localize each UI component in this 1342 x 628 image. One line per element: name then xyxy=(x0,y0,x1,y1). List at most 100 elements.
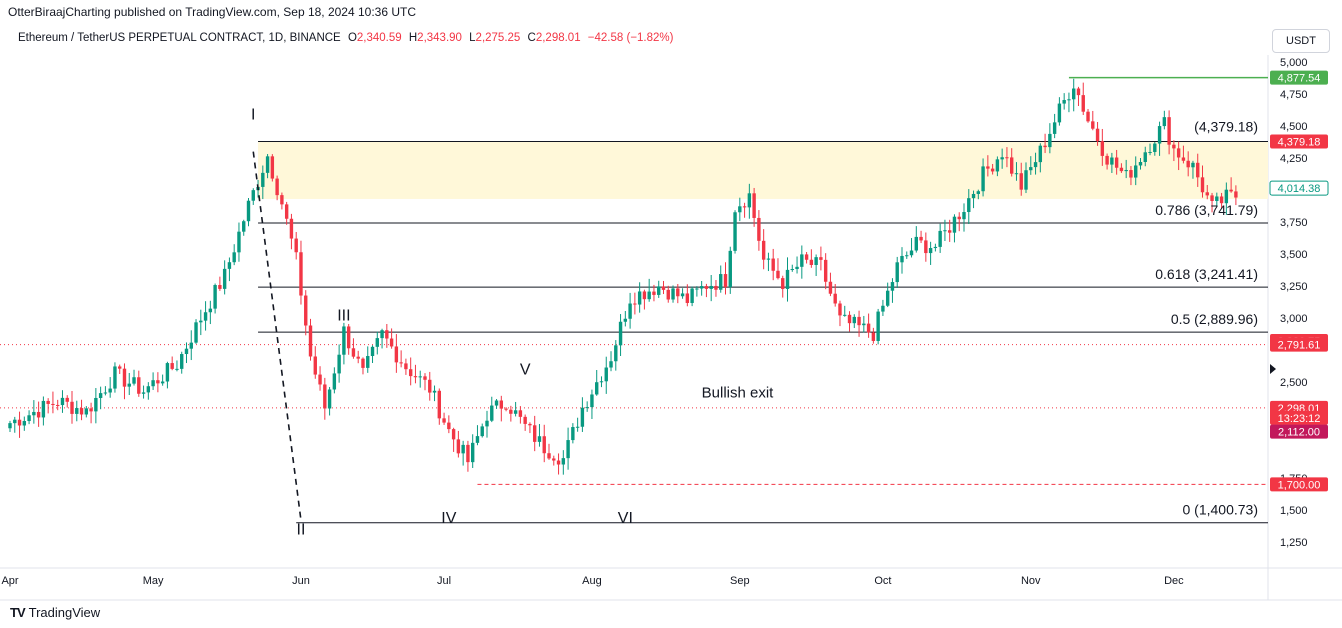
candle-body xyxy=(1067,99,1071,101)
candle-body xyxy=(1052,122,1057,134)
candle-body xyxy=(437,390,441,419)
price-badge-text: 4,379.18 xyxy=(1278,136,1321,148)
candle-body xyxy=(265,156,270,173)
currency-button[interactable]: USDT xyxy=(1272,29,1330,53)
candle-body xyxy=(1205,192,1209,196)
candle-body xyxy=(222,268,227,289)
candle-body xyxy=(943,230,947,232)
candle-body xyxy=(404,363,408,370)
candle-body xyxy=(1129,170,1133,178)
candle-body xyxy=(828,281,833,294)
candle-body xyxy=(952,216,957,233)
candle-body xyxy=(94,397,98,412)
wave-connector xyxy=(252,151,302,521)
candle-body xyxy=(466,444,470,463)
candle-body xyxy=(776,270,780,279)
low-key: L xyxy=(469,32,476,44)
candle-body xyxy=(1024,170,1028,190)
candle-body xyxy=(666,289,670,300)
candle-body xyxy=(919,236,923,241)
open-value: 2,340.59 xyxy=(356,32,402,44)
candle-body xyxy=(1148,151,1152,153)
candle-body xyxy=(418,376,422,378)
candle-body xyxy=(332,373,337,390)
candle-body xyxy=(375,338,379,347)
candle-body xyxy=(933,246,938,249)
candle-body xyxy=(800,254,804,267)
candle-body xyxy=(122,368,127,387)
candle-body xyxy=(595,382,599,395)
candle-body xyxy=(490,405,494,421)
candle-body xyxy=(657,286,661,295)
candle-body xyxy=(1219,196,1224,204)
candle-body xyxy=(523,416,527,424)
x-tick-label: Sep xyxy=(730,575,750,587)
candle-body xyxy=(1186,160,1190,168)
candle-body xyxy=(27,415,31,422)
candle-body xyxy=(342,326,346,355)
candle-body xyxy=(270,156,275,179)
candle-body xyxy=(1191,162,1195,168)
candle-body xyxy=(36,411,41,418)
price-badge-text: 4,877.54 xyxy=(1278,73,1321,85)
candle-body xyxy=(337,354,341,374)
wave-label: III xyxy=(337,308,350,325)
close-key: C xyxy=(527,32,536,44)
y-tick-label: 4,750 xyxy=(1280,89,1308,101)
candle-body xyxy=(738,206,742,213)
candle-body xyxy=(261,172,265,187)
candle-body xyxy=(1038,145,1043,163)
candle-body xyxy=(566,440,570,459)
x-tick-label: Oct xyxy=(874,575,891,587)
candle-body xyxy=(1234,191,1238,198)
candle-body xyxy=(485,420,489,427)
candle-body xyxy=(189,342,193,349)
candle-body xyxy=(351,348,356,357)
high-key: H xyxy=(408,32,418,44)
candle-body xyxy=(680,293,685,297)
symbol-info-bar: Ethereum / TetherUS PERPETUAL CONTRACT, … xyxy=(18,32,673,44)
candle-body xyxy=(1076,88,1081,96)
candle-body xyxy=(1010,157,1014,174)
candle-body xyxy=(1200,177,1205,193)
tradingview-logo[interactable]: TV TradingView xyxy=(10,605,100,620)
candle-body xyxy=(151,380,155,387)
candle-body xyxy=(604,367,608,382)
candle-body xyxy=(671,288,675,300)
candle-body xyxy=(895,262,899,283)
candle-body xyxy=(695,288,699,290)
candle-body xyxy=(819,257,823,260)
candle-body xyxy=(795,266,799,270)
candle-body xyxy=(423,376,427,380)
candle-body xyxy=(771,258,775,271)
candle-body xyxy=(242,221,246,232)
candle-body xyxy=(685,293,690,303)
candle-body xyxy=(389,338,394,347)
candle-body xyxy=(170,363,174,369)
candle-body xyxy=(509,409,513,414)
candle-body xyxy=(1162,117,1167,127)
candle-body xyxy=(962,212,966,220)
candle-body xyxy=(280,195,284,205)
scroll-arrow-icon[interactable] xyxy=(1270,364,1276,374)
candle-body xyxy=(203,312,208,321)
candle-body xyxy=(518,410,523,417)
candle-body xyxy=(986,166,990,169)
candle-body xyxy=(814,257,818,265)
candle-body xyxy=(8,423,12,429)
candle-body xyxy=(1210,195,1214,201)
price-badge xyxy=(1270,134,1328,149)
low-value: 2,275.25 xyxy=(475,32,521,44)
candle-body xyxy=(676,288,680,297)
y-tick-label: 2,500 xyxy=(1280,377,1308,389)
candle-body xyxy=(876,311,880,341)
candle-body xyxy=(304,295,308,326)
candle-body xyxy=(366,356,370,368)
candle-body xyxy=(699,286,704,289)
price-badge xyxy=(1270,424,1328,439)
candle-body xyxy=(1110,157,1114,165)
candle-body xyxy=(246,200,251,222)
candle-body xyxy=(294,238,298,253)
candle-body xyxy=(599,381,604,383)
